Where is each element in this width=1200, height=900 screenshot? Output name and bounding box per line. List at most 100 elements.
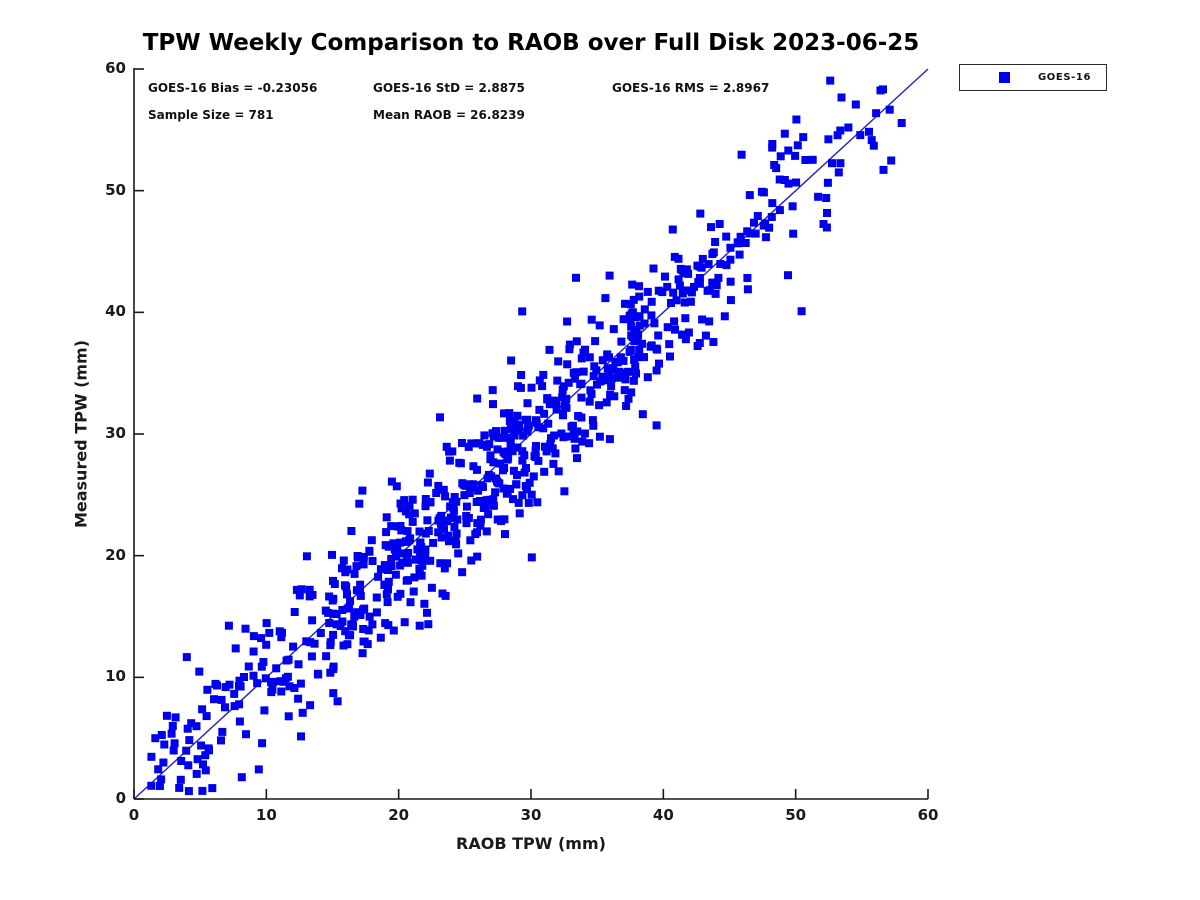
data-point bbox=[419, 547, 428, 556]
data-point bbox=[751, 229, 760, 238]
data-point bbox=[532, 416, 540, 425]
data-point bbox=[403, 558, 412, 567]
data-point bbox=[325, 619, 334, 627]
data-point bbox=[424, 527, 433, 535]
data-point bbox=[406, 598, 415, 607]
data-point bbox=[328, 550, 336, 559]
data-point bbox=[405, 501, 414, 510]
y-tick-label: 0 bbox=[115, 789, 126, 807]
data-point bbox=[397, 504, 406, 513]
data-point bbox=[586, 386, 595, 395]
data-point bbox=[788, 202, 797, 211]
data-point bbox=[613, 373, 622, 382]
data-point bbox=[231, 644, 240, 653]
x-tick-label: 30 bbox=[520, 806, 542, 824]
data-point bbox=[499, 466, 507, 475]
data-point bbox=[737, 150, 746, 159]
data-point bbox=[450, 523, 459, 531]
data-point bbox=[425, 469, 434, 478]
data-point bbox=[684, 328, 693, 337]
data-point bbox=[709, 248, 718, 257]
data-point bbox=[329, 665, 338, 674]
data-point bbox=[500, 426, 509, 435]
data-point bbox=[741, 239, 750, 247]
data-point bbox=[559, 382, 568, 391]
data-point bbox=[576, 380, 585, 389]
data-point bbox=[329, 594, 338, 603]
data-point bbox=[322, 652, 331, 661]
data-point bbox=[534, 456, 543, 465]
data-point bbox=[466, 536, 475, 545]
data-point bbox=[734, 239, 742, 248]
data-point bbox=[201, 766, 210, 775]
data-point bbox=[254, 765, 263, 774]
data-point bbox=[544, 419, 553, 428]
data-point bbox=[534, 423, 543, 432]
data-point bbox=[276, 677, 285, 686]
data-point bbox=[799, 133, 808, 142]
x-tick-label: 20 bbox=[388, 806, 410, 824]
data-point bbox=[844, 123, 853, 132]
data-point bbox=[473, 394, 482, 403]
data-point bbox=[160, 740, 169, 749]
data-point bbox=[837, 93, 846, 102]
data-point bbox=[789, 229, 798, 238]
data-point bbox=[236, 682, 245, 691]
data-point bbox=[726, 243, 735, 252]
data-point bbox=[440, 564, 449, 573]
data-point bbox=[403, 527, 412, 536]
data-point bbox=[368, 620, 377, 629]
data-point bbox=[595, 432, 604, 441]
data-point bbox=[477, 481, 486, 490]
data-point bbox=[307, 652, 316, 661]
data-point bbox=[851, 100, 860, 109]
data-point bbox=[516, 383, 525, 392]
data-point bbox=[540, 409, 549, 418]
data-point bbox=[823, 178, 832, 187]
data-point bbox=[680, 298, 689, 307]
data-point bbox=[408, 495, 417, 504]
data-point bbox=[170, 739, 179, 748]
data-point bbox=[376, 633, 385, 642]
data-point bbox=[257, 634, 266, 643]
data-point bbox=[437, 533, 446, 542]
data-point bbox=[647, 341, 656, 350]
data-point bbox=[297, 585, 306, 594]
data-point bbox=[675, 281, 684, 290]
data-point bbox=[275, 627, 284, 636]
data-point bbox=[367, 536, 376, 545]
data-point bbox=[667, 299, 675, 307]
data-point bbox=[606, 390, 615, 399]
data-point bbox=[520, 451, 529, 460]
data-point bbox=[237, 773, 246, 782]
data-point bbox=[218, 727, 227, 736]
data-point bbox=[187, 719, 196, 728]
data-point bbox=[281, 674, 290, 683]
data-point bbox=[554, 357, 563, 366]
data-point bbox=[450, 493, 459, 501]
data-point bbox=[257, 662, 266, 671]
data-point bbox=[885, 105, 894, 114]
legend-label: GOES-16 bbox=[1038, 72, 1092, 83]
data-point bbox=[464, 442, 473, 451]
data-point bbox=[258, 739, 267, 748]
data-point bbox=[452, 529, 461, 538]
data-point bbox=[449, 506, 458, 515]
data-point bbox=[350, 569, 359, 578]
data-point bbox=[572, 273, 580, 282]
data-point bbox=[437, 519, 445, 528]
data-point bbox=[509, 466, 518, 475]
data-point bbox=[546, 440, 555, 449]
data-point bbox=[295, 591, 304, 600]
data-point bbox=[560, 487, 569, 496]
data-point bbox=[726, 296, 735, 305]
data-point bbox=[784, 271, 792, 280]
data-point bbox=[348, 621, 357, 630]
data-point bbox=[765, 223, 774, 232]
data-point bbox=[455, 458, 464, 467]
data-point bbox=[493, 515, 502, 524]
data-point bbox=[333, 697, 342, 706]
data-point bbox=[332, 620, 341, 629]
data-point bbox=[201, 751, 210, 760]
data-point bbox=[353, 552, 362, 560]
